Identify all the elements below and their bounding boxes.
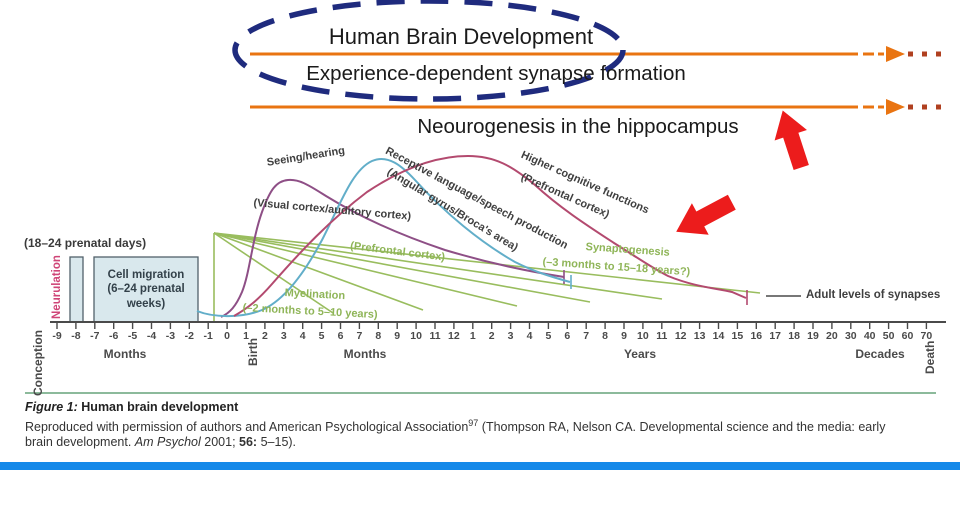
cell-migration-line3: weeks) [126,297,166,310]
axis-tick-label: -7 [90,330,100,342]
caption-volume: 56: [239,434,258,449]
axis-tick-label: 3 [280,330,287,342]
axis-tick-label: 50 [882,330,895,342]
axis-tick-label: -3 [165,330,176,342]
axis-tick-label: 15 [731,330,744,342]
axis-tick-label: 5 [545,330,552,342]
neurulation-label: Neurulation [51,255,63,319]
axis-tick-label: 6 [337,330,344,342]
axis-tick-label: 8 [375,330,382,342]
axis-tick-label: 60 [901,330,914,342]
axis-label-months-postnatal: Months [343,347,387,361]
axis-tick-label: 18 [788,330,800,342]
red-arrow-up-icon [774,110,809,171]
slide-subtitle-1: Experience-dependent synapse formation [306,62,686,85]
orange-arrowhead-2 [886,99,905,115]
orange-trailing-dots-2 [908,104,941,110]
caption-title-line: Figure 1: Human brain development [25,400,911,415]
caption-figure-title: Human brain development [81,400,239,414]
x-axis-ticks [56,322,928,329]
prenatal-days-label: (18–24 prenatal days) [24,236,147,250]
axis-tick-label: 17 [769,330,782,342]
axis-tick-label: 19 [807,330,819,342]
axis-tick-label: -9 [52,330,62,342]
axis-tick-label: 12 [674,330,687,342]
caption-journal: Am Psychol [134,434,201,449]
slide-subtitle-2: Neourogenesis in the hippocampus [417,115,739,138]
axis-tick-label: 70 [920,330,933,342]
axis-tick-label: -1 [203,330,213,342]
axis-label-conception: Conception [31,330,45,396]
axis-tick-label: 7 [356,330,363,342]
axis-tick-label: 3 [507,330,514,342]
axis-label-birth: Birth [246,338,260,366]
axis-label-years: Years [623,347,657,361]
axis-tick-label: 9 [394,330,401,342]
figure-caption: Figure 1: Human brain development Reprod… [25,400,911,450]
axis-tick-label: -6 [109,330,119,342]
axis-tick-label: -2 [184,330,194,342]
cell-migration-text: Cell migration (6–24 prenatal weeks) [94,257,198,322]
caption-text-end: 2001; [200,434,240,449]
caption-text-start: Reproduced with permission of authors an… [25,419,469,434]
orange-trailing-dots-1 [908,51,941,57]
caption-figure-label: Figure 1: [25,400,78,414]
axis-tick-label: 1 [469,330,476,342]
axis-tick-label: 11 [656,330,668,342]
caption-text-mid: (Thompson RA, Nelson CA. Developmental s… [25,419,886,449]
cell-migration-line1: Cell migration [107,268,185,281]
axis-tick-label: 0 [224,330,231,342]
red-arrow-downleft-icon [676,194,736,235]
axis-tick-label: 2 [261,330,268,342]
axis-tick-label: 7 [583,330,590,342]
slide-title: Human Brain Development [328,24,594,49]
axis-tick-label: 4 [526,330,533,342]
axis-tick-label: 2 [488,330,495,342]
axis-tick-label: 1 [243,330,249,342]
neurulation-bar [69,256,84,323]
axis-tick-label: 4 [299,330,306,342]
axis-label-months-prenatal: Months [103,347,147,361]
axis-tick-label: 10 [410,330,422,342]
caption-body: Reproduced with permission of authors an… [25,418,911,450]
axis-tick-label: 10 [637,330,649,342]
axis-tick-label: -8 [71,330,81,342]
bottom-accent-bar [0,462,960,470]
axis-tick-label: 8 [602,330,609,342]
orange-arrowhead-1 [886,46,905,62]
adult-synapses-label: Adult levels of synapses [806,289,941,301]
x-axis-tick-labels: -9 -8 -7 -6 -5 -4 -3 -2 -1 0 1 2 3 4 5 6 7 8 9 10 11 12 1 2 3 4 5 6… [0,330,960,346]
axis-tick-label: 11 [429,330,441,342]
axis-tick-label: 16 [750,330,763,342]
caption-ref-superscript: 97 [468,417,479,428]
curve-receptive-language [196,158,571,318]
axis-tick-label: -5 [127,330,138,342]
axis-tick-label: 5 [318,330,325,342]
axis-tick-label: 6 [564,330,571,342]
axis-tick-label: 13 [693,330,706,342]
axis-label-decades: Decades [855,347,905,361]
cell-migration-line2: (6–24 prenatal [107,283,185,296]
axis-tick-label: -4 [146,330,157,342]
curve-seeing-hearing [220,178,565,318]
axis-tick-label: 14 [712,330,725,342]
dashed-ellipse [232,0,626,102]
axis-tick-label: 20 [826,330,838,342]
axis-tick-label: 9 [621,330,627,342]
axis-tick-label: 30 [844,330,857,342]
myelination-fan-lines [213,232,761,322]
curve-higher-cognitive [233,154,747,317]
caption-pages: 5–15). [257,434,297,449]
axis-label-death: Death [923,340,937,374]
axis-tick-label: 12 [448,330,460,342]
cell-migration-box [93,256,199,323]
axis-tick-label: 40 [863,330,876,342]
